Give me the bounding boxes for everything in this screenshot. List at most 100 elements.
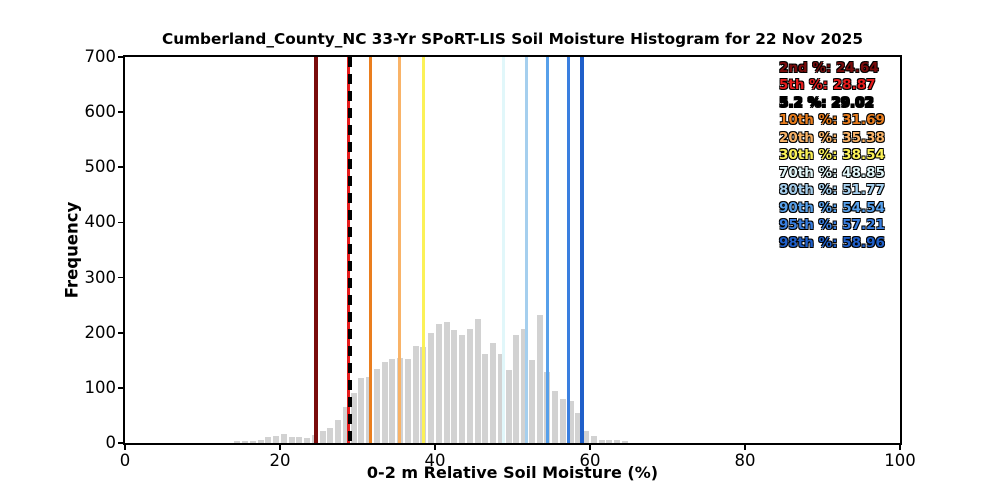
y-tick-label: 700 [84, 47, 117, 66]
legend-item: 80th %: 51.77 [779, 182, 885, 199]
percentile-line-95th [566, 57, 571, 443]
histogram-bar [296, 436, 303, 443]
y-tick [117, 387, 124, 389]
histogram-bar [482, 354, 489, 443]
histogram-bar [373, 369, 380, 443]
histogram-bar [621, 441, 628, 443]
percentile-line-70th [501, 57, 506, 443]
legend-item: 90th %: 54.54 [779, 199, 885, 216]
histogram-bar [451, 329, 458, 443]
histogram-bar [552, 390, 559, 443]
chart-title: Cumberland_County_NC 33-Yr SPoRT-LIS Soi… [161, 30, 863, 48]
histogram-bar [404, 359, 411, 443]
y-tick-label: 600 [84, 102, 117, 122]
histogram-bar [443, 321, 450, 443]
legend-item: 10th %: 31.69 [779, 112, 885, 129]
histogram-bar [497, 354, 504, 443]
plot-spine-bottom [123, 443, 902, 445]
y-tick-label: 500 [84, 157, 117, 177]
histogram-bar [327, 428, 334, 443]
y-tick [117, 111, 124, 113]
histogram-bar [342, 407, 349, 443]
histogram-bar [358, 377, 365, 443]
histogram-bar [265, 437, 272, 443]
legend-item: 98th %: 58.96 [779, 234, 885, 251]
x-tick-label: 80 [734, 451, 756, 470]
y-tick-label: 100 [84, 377, 117, 397]
histogram-bar [614, 440, 621, 443]
histogram-bar [590, 435, 597, 443]
x-axis-label: 0-2 m Relative Soil Moisture (%) [366, 463, 659, 482]
x-tick [744, 444, 746, 451]
histogram-bar [288, 436, 295, 443]
histogram-bar [536, 314, 543, 443]
histogram-bar [234, 441, 241, 443]
percentile-line-98th [580, 57, 584, 443]
histogram-bar [389, 359, 396, 443]
y-tick-label: 200 [84, 322, 117, 342]
histogram-bar [242, 441, 249, 443]
y-tick [117, 166, 124, 169]
histogram-bar [567, 401, 574, 443]
x-tick [279, 444, 281, 451]
x-tick [124, 444, 126, 451]
histogram-bar [280, 434, 287, 443]
x-tick-label: 0 [119, 451, 131, 470]
y-tick [117, 276, 124, 279]
histogram-bar [606, 440, 613, 443]
histogram-bar [249, 441, 256, 443]
histogram-bar [598, 439, 605, 443]
percentile-line-20th [397, 57, 401, 443]
legend-item: 2nd %: 24.64 [779, 60, 879, 76]
histogram-bar [490, 342, 497, 443]
histogram-bar [381, 362, 388, 443]
histogram-bar [350, 393, 357, 443]
legend-item: 95th %: 57.21 [779, 217, 885, 234]
x-tick [589, 444, 591, 451]
histogram-bar [505, 369, 512, 443]
y-tick [117, 331, 124, 334]
y-tick [117, 442, 124, 444]
plot-spine-left [123, 55, 125, 445]
percentile-line-5.2 [348, 57, 352, 443]
histogram-bar [335, 419, 342, 443]
legend-item: 5th %: 28.87 [779, 77, 876, 94]
percentile-line-2nd [314, 57, 318, 443]
histogram-bar [412, 345, 419, 443]
plot-spine-top [123, 55, 902, 57]
percentile-line-90th [545, 57, 550, 443]
histogram-bar [428, 332, 435, 443]
legend-item: 20th %: 35.38 [779, 129, 885, 146]
percentile-line-30th [421, 57, 426, 443]
x-tick-label: 100 [884, 451, 916, 470]
histogram-bar [304, 438, 311, 443]
histogram-bar [513, 335, 520, 443]
percentile-legend: 2nd %: 24.64 5th %: 28.87 5.2 %: 29.02 10th… [779, 60, 885, 252]
percentile-line-80th [524, 57, 528, 443]
histogram-bar [466, 328, 473, 443]
percentile-line-10th [368, 57, 373, 443]
x-tick-label: 20 [269, 451, 291, 470]
legend-item: 5.2 %: 29.02 [779, 94, 874, 111]
plot-spine-right [900, 55, 902, 445]
y-tick-label: 400 [84, 212, 117, 232]
histogram-bar [257, 439, 264, 443]
histogram-bar [273, 435, 280, 443]
y-tick-label: 0 [105, 433, 117, 452]
legend-item: 70th %: 48.85 [779, 164, 885, 181]
y-tick [117, 221, 124, 224]
histogram-bar [559, 398, 566, 443]
x-tick [899, 444, 901, 451]
x-tick-label: 60 [579, 451, 601, 470]
histogram-bar [583, 430, 590, 443]
histogram-bar [528, 360, 535, 443]
y-tick [117, 56, 124, 58]
histogram-bar [435, 324, 442, 443]
histogram-bar [459, 335, 466, 443]
x-tick-label: 40 [424, 451, 446, 470]
y-tick-label: 300 [84, 267, 117, 287]
histogram-bar [474, 319, 481, 443]
histogram-bar [521, 328, 528, 443]
x-tick [434, 444, 436, 451]
